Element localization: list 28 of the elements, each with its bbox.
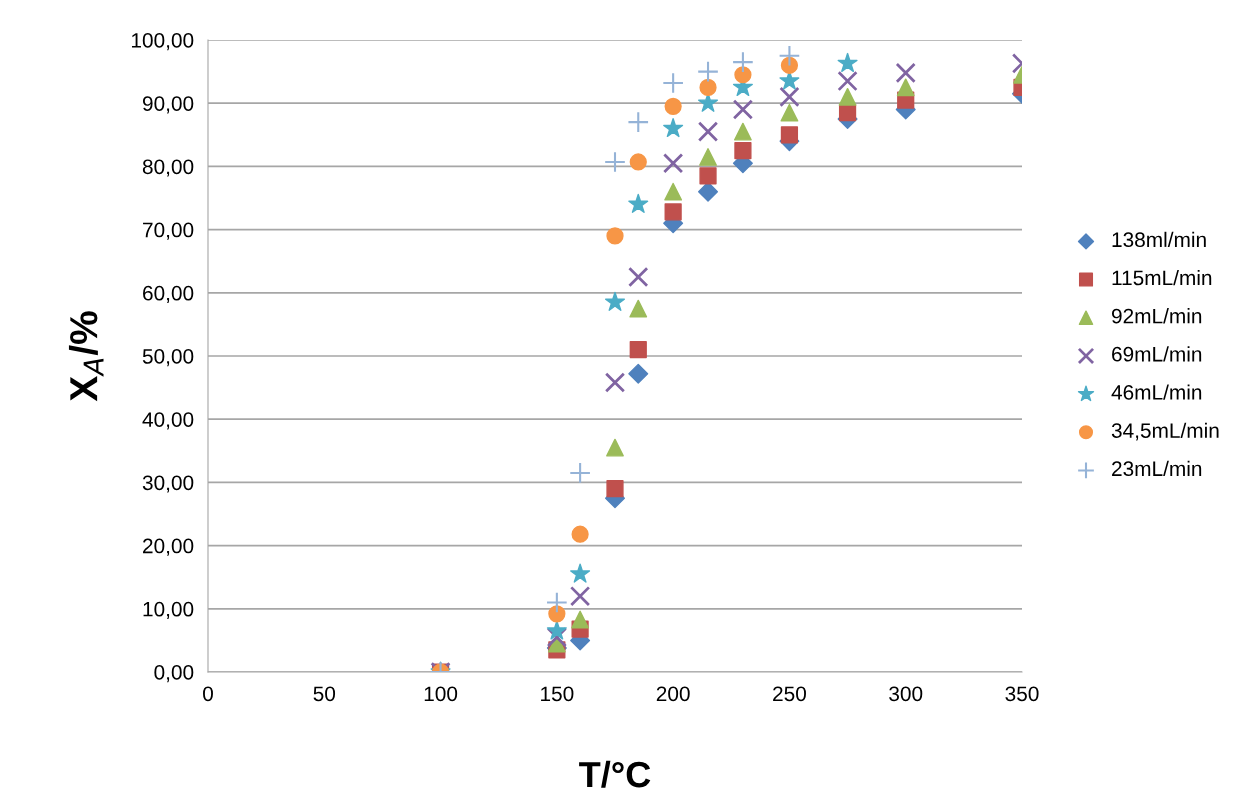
x-axis-title: T/°C	[579, 760, 651, 788]
x-tick-label: 350	[1005, 686, 1039, 702]
y-tick-label: 70,00	[143, 222, 194, 240]
legend-label: 46mL/min	[1111, 384, 1202, 400]
y-tick-label: 30,00	[142, 475, 194, 493]
y-tick-label: 40,00	[142, 412, 194, 430]
y-axis-title: X$_{A}$/%	[68, 311, 104, 402]
x-tick-label: 150	[541, 686, 574, 702]
legend-label: 34,5mL/min	[1111, 422, 1219, 441]
y-tick-label: 100,00	[131, 33, 194, 51]
x-tick-label: 200	[656, 686, 690, 702]
legend-label: 138ml/min	[1112, 231, 1206, 248]
x-tick-label: 100	[424, 686, 458, 702]
legend-label: 23mL/min	[1112, 460, 1202, 477]
y-tick-label: 50,00	[142, 349, 194, 367]
y-tick-label: 0,00	[154, 665, 194, 683]
y-tick-label: 60,00	[143, 285, 194, 304]
y-tick-label: 10,00	[143, 601, 194, 620]
y-tick-label: 80,00	[142, 159, 194, 177]
x-tick-label: 0	[203, 686, 213, 702]
x-tick-label: 250	[773, 686, 806, 702]
y-tick-label: 90,00	[142, 96, 194, 114]
x-tick-label: 50	[313, 686, 336, 702]
x-tick-label: 300	[889, 686, 923, 702]
legend-label: 92mL/min	[1111, 308, 1202, 324]
legend-label: 69mL/min	[1112, 346, 1202, 362]
y-tick-label: 20,00	[143, 538, 194, 556]
legend-label: 115mL/min	[1112, 269, 1212, 286]
